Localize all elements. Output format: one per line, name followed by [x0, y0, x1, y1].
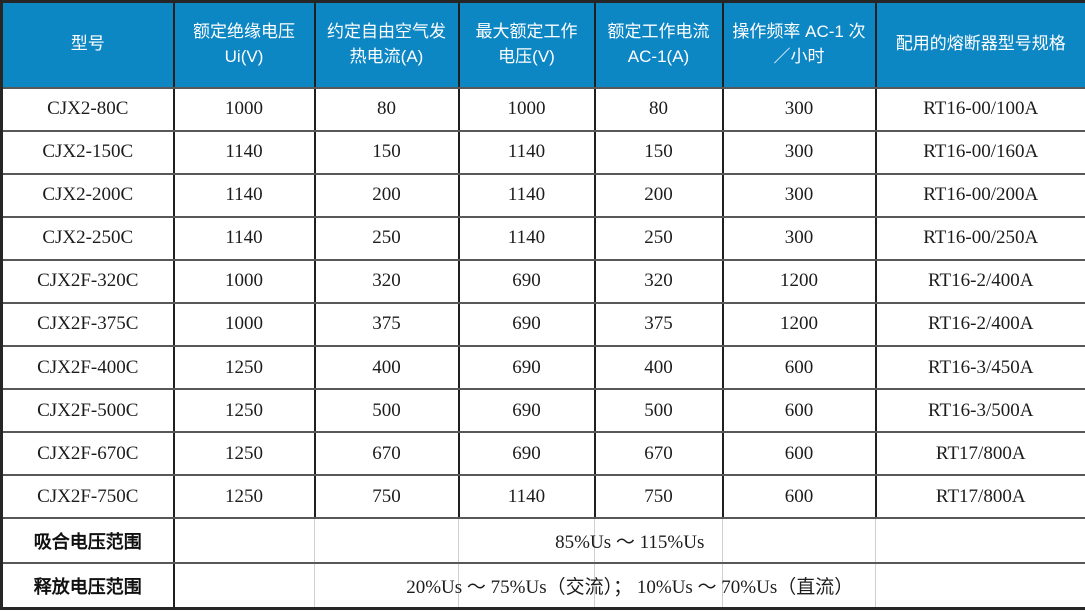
model-cell: CJX2F-375C	[0, 301, 175, 347]
table-body: CJX2-80C 1000 80 1000 80 300 RT16-00/100A CJX2-…	[0, 86, 1085, 610]
value-cell: 670	[593, 431, 724, 477]
value-cell: 670	[313, 431, 460, 477]
value-cell: RT17/800A	[874, 431, 1085, 477]
table-row: CJX2F-400C 1250 400 690 400 600 RT16-3/450A	[0, 344, 1085, 391]
value-cell: 600	[721, 474, 877, 520]
value-cell: 690	[457, 388, 596, 434]
table-row: CJX2F-750C 1250 750 1140 750 600 RT17/800A	[0, 474, 1085, 520]
value-cell: 1250	[172, 431, 316, 477]
model-cell: CJX2F-500C	[0, 388, 175, 434]
table-row: CJX2-250C 1140 250 1140 250 300 RT16-00/250A	[0, 215, 1085, 261]
value-cell: 1000	[172, 258, 316, 304]
value-cell: 690	[457, 344, 596, 391]
value-cell: RT16-2/400A	[874, 301, 1085, 347]
value-cell: RT16-2/400A	[874, 258, 1085, 304]
value-cell: 1200	[721, 301, 877, 347]
value-cell: 750	[593, 474, 724, 520]
column-header: 最大额定工作电压(V)	[457, 0, 596, 89]
column-header: 型号	[0, 0, 175, 89]
value-cell: 400	[313, 344, 460, 391]
value-cell: RT16-00/160A	[874, 129, 1085, 175]
value-cell: 1000	[172, 86, 316, 132]
value-cell: 1200	[721, 258, 877, 304]
footer-row-label: 吸合电压范围	[0, 517, 175, 565]
value-cell: 375	[313, 301, 460, 347]
model-cell: CJX2-250C	[0, 215, 175, 261]
value-cell: RT16-3/450A	[874, 344, 1085, 391]
model-cell: CJX2F-670C	[0, 431, 175, 477]
value-cell: 400	[593, 344, 724, 391]
value-cell: RT17/800A	[874, 474, 1085, 520]
value-cell: 300	[721, 129, 877, 175]
value-cell: RT16-3/500A	[874, 388, 1085, 434]
value-cell: 600	[721, 431, 877, 477]
header-row: 型号 额定绝缘电压 Ui(V) 约定自由空气发热电流(A) 最大额定工作电压(V) 额定…	[0, 0, 1085, 89]
model-cell: CJX2F-750C	[0, 474, 175, 520]
table-row: CJX2F-670C 1250 670 690 670 600 RT17/800A	[0, 431, 1085, 477]
value-cell: 250	[593, 215, 724, 261]
value-cell: 250	[313, 215, 460, 261]
value-cell: 1140	[172, 129, 316, 175]
value-cell: 1250	[172, 344, 316, 391]
value-cell: 80	[593, 86, 724, 132]
column-header: 额定绝缘电压 Ui(V)	[172, 0, 316, 89]
value-cell: 320	[593, 258, 724, 304]
value-cell: 1140	[457, 474, 596, 520]
column-header: 操作频率 AC-1 次／小时	[721, 0, 877, 89]
value-cell: 1140	[457, 215, 596, 261]
footer-row: 吸合电压范围 85%Us ～ 115%Us	[0, 517, 1085, 565]
column-header: 额定工作电流 AC-1(A)	[593, 0, 724, 89]
value-cell: 600	[721, 388, 877, 434]
table-row: CJX2-80C 1000 80 1000 80 300 RT16-00/100A	[0, 86, 1085, 132]
value-cell: RT16-00/100A	[874, 86, 1085, 132]
table-row: CJX2-150C 1140 150 1140 150 300 RT16-00/160A	[0, 129, 1085, 175]
table-row: CJX2F-375C 1000 375 690 375 1200 RT16-2/400A	[0, 301, 1085, 347]
footer-merged-value: 20%Us ～ 75%Us（交流）； 10%Us ～ 70%Us（直流）	[172, 562, 1085, 610]
value-cell: 1140	[172, 172, 316, 218]
value-cell: 1250	[172, 474, 316, 520]
value-cell: 1000	[172, 301, 316, 347]
value-cell: 750	[313, 474, 460, 520]
value-cell: RT16-00/200A	[874, 172, 1085, 218]
model-cell: CJX2-150C	[0, 129, 175, 175]
value-cell: 80	[313, 86, 460, 132]
value-cell: 690	[457, 431, 596, 477]
table-row: CJX2F-320C 1000 320 690 320 1200 RT16-2/400A	[0, 258, 1085, 304]
value-cell: 150	[593, 129, 724, 175]
footer-row: 释放电压范围 20%Us ～ 75%Us（交流）； 10%Us ～ 70%Us（直…	[0, 562, 1085, 610]
value-cell: 200	[593, 172, 724, 218]
value-cell: 1140	[172, 215, 316, 261]
model-cell: CJX2F-400C	[0, 344, 175, 391]
footer-merged-value: 85%Us ～ 115%Us	[172, 517, 1085, 565]
value-cell: 500	[593, 388, 724, 434]
value-cell: 1250	[172, 388, 316, 434]
value-cell: 690	[457, 258, 596, 304]
footer-row-label: 释放电压范围	[0, 562, 175, 610]
value-cell: 320	[313, 258, 460, 304]
value-cell: 300	[721, 172, 877, 218]
value-cell: 1000	[457, 86, 596, 132]
column-header: 配用的熔断器型号规格	[874, 0, 1085, 89]
value-cell: 150	[313, 129, 460, 175]
model-cell: CJX2F-320C	[0, 258, 175, 304]
table-row: CJX2F-500C 1250 500 690 500 600 RT16-3/500A	[0, 388, 1085, 434]
table-row: CJX2-200C 1140 200 1140 200 300 RT16-00/200A	[0, 172, 1085, 218]
value-cell: 600	[721, 344, 877, 391]
value-cell: 300	[721, 215, 877, 261]
value-cell: 375	[593, 301, 724, 347]
value-cell: 200	[313, 172, 460, 218]
value-cell: 690	[457, 301, 596, 347]
value-cell: 300	[721, 86, 877, 132]
column-header: 约定自由空气发热电流(A)	[313, 0, 460, 89]
value-cell: 500	[313, 388, 460, 434]
value-cell: 1140	[457, 172, 596, 218]
value-cell: RT16-00/250A	[874, 215, 1085, 261]
value-cell: 1140	[457, 129, 596, 175]
model-cell: CJX2-80C	[0, 86, 175, 132]
model-cell: CJX2-200C	[0, 172, 175, 218]
